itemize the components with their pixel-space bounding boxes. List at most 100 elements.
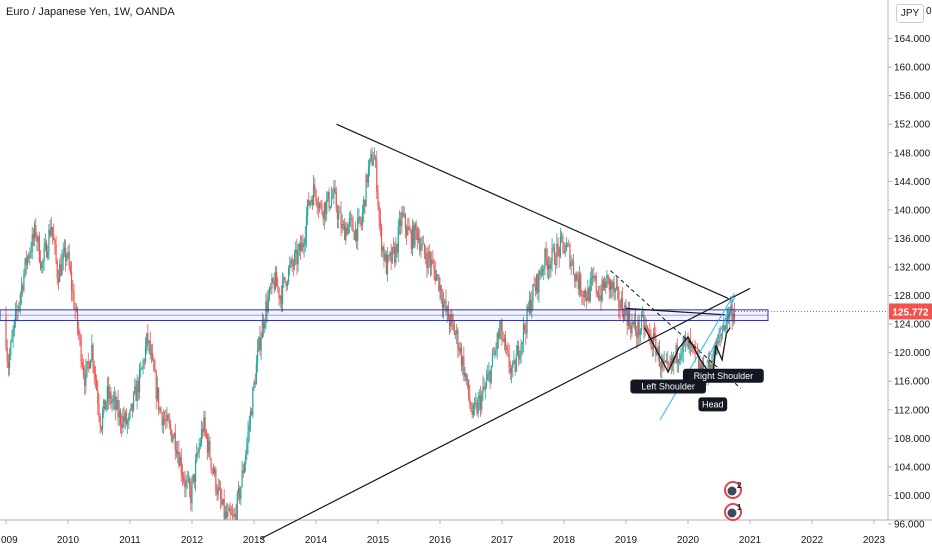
candle (571, 258, 573, 266)
candle-body (136, 380, 138, 401)
candle-body (280, 295, 283, 305)
candle (524, 322, 526, 334)
candle (254, 373, 256, 388)
candle-body (667, 361, 669, 364)
candle-body (234, 513, 236, 517)
candle (158, 387, 160, 416)
candle-body (525, 329, 527, 334)
candle (397, 218, 399, 262)
y-tick-label: 124.000 (894, 320, 931, 331)
candle (659, 360, 662, 378)
candle-body (214, 469, 216, 474)
candle-body (359, 216, 361, 223)
candle (441, 288, 443, 318)
candle-body (5, 316, 7, 348)
candle (609, 278, 612, 298)
candle (234, 507, 236, 520)
candle (483, 377, 485, 392)
candle-body (617, 286, 619, 290)
candle (22, 282, 24, 297)
dashed-trendline[interactable] (610, 270, 742, 389)
candle-body (614, 288, 616, 293)
candle-body (254, 382, 256, 385)
candle (73, 283, 75, 311)
candle (636, 325, 638, 349)
candle (553, 242, 556, 265)
candle-body (687, 337, 689, 350)
candle (233, 508, 235, 519)
candle-body (268, 287, 271, 298)
trendline[interactable] (259, 287, 751, 540)
trendline[interactable] (336, 123, 729, 299)
ideas-badge[interactable]: 1 (724, 503, 742, 521)
candle-body (675, 345, 677, 359)
candle-body (261, 321, 263, 339)
pattern-label[interactable]: Head (698, 397, 728, 412)
candle-body (86, 361, 88, 369)
candle (316, 197, 318, 215)
candle-body (485, 379, 488, 387)
candle-body (577, 280, 579, 290)
pattern-label[interactable]: Left Shoulder (630, 379, 706, 394)
trendline[interactable] (625, 307, 726, 316)
candle (599, 285, 601, 302)
candle-body (122, 416, 124, 428)
candle (615, 277, 618, 291)
x-tick-label: 2017 (491, 535, 514, 546)
candle (547, 255, 550, 281)
candle (369, 158, 371, 177)
candle-body (484, 386, 486, 389)
candle-body (106, 386, 108, 402)
candle-body (655, 336, 657, 355)
candle (266, 290, 268, 324)
candle-body (7, 362, 9, 368)
candle-body (98, 404, 100, 416)
candle-body (272, 278, 274, 282)
candle (544, 247, 546, 276)
candle (131, 403, 133, 418)
candle (130, 403, 132, 412)
candle (124, 409, 126, 430)
candle-body (600, 295, 602, 301)
last-price-label: 125.772 (892, 307, 929, 318)
candle (279, 294, 281, 308)
candle-body (310, 199, 312, 202)
candle (315, 188, 317, 206)
candle (589, 271, 591, 303)
y-tick-label: 112.000 (894, 405, 930, 416)
candle (5, 306, 7, 351)
candle-body (700, 364, 702, 372)
candle (99, 413, 101, 434)
currency-unit-button[interactable]: JPY (896, 4, 924, 23)
candle (421, 236, 423, 252)
pattern-label[interactable]: Right Shoulder (682, 368, 764, 383)
candle (218, 479, 221, 491)
candle-body (651, 346, 653, 349)
candle-body (225, 511, 228, 517)
ideas-badge[interactable]: 2 (724, 481, 742, 499)
candle (439, 277, 441, 300)
candle (575, 271, 577, 289)
candle-body (124, 412, 126, 422)
candle-body (159, 408, 161, 410)
candle (36, 232, 38, 252)
candle-body (342, 224, 345, 225)
candle (59, 258, 61, 283)
x-tick-label: 2013 (243, 535, 266, 546)
candle (256, 339, 259, 373)
candle (141, 366, 143, 370)
pattern-channel-line[interactable] (659, 293, 735, 421)
candle (329, 205, 331, 210)
candle-body (636, 331, 638, 338)
candle-body (487, 374, 489, 380)
candle-body (394, 247, 396, 263)
candle-body (640, 315, 643, 331)
candle-body (550, 261, 552, 269)
candle (601, 275, 603, 303)
candle-body (68, 252, 70, 267)
pattern-channel-line[interactable] (706, 297, 735, 363)
candle-body (34, 224, 36, 239)
candle (496, 331, 498, 360)
